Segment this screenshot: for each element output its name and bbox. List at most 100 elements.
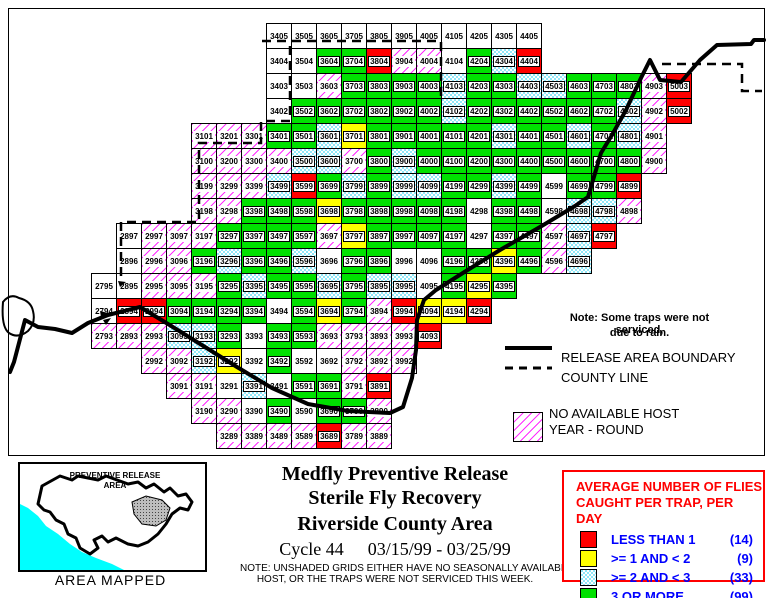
grid-cell-4801: 4801: [616, 123, 642, 149]
grid-cell-label: 3400: [268, 155, 290, 167]
grid-cell-4701: 4701: [591, 123, 617, 149]
grid-cell-3996: 3996: [391, 248, 417, 274]
grid-cell-label: 3601: [318, 130, 340, 142]
grid-cell-4305: 4305: [491, 23, 517, 49]
grid-cell-3701: 3701: [341, 123, 367, 149]
grid-cell-label: 3596: [293, 255, 315, 267]
grid-cell-3905: 3905: [391, 23, 417, 49]
grid-cell-3893: 3893: [366, 323, 392, 349]
grid-cell-label: 3193: [193, 330, 215, 342]
grid-cell-4202: 4202: [466, 98, 492, 124]
grid-cell-4095: 4095: [416, 273, 442, 299]
grid-cell-4799: 4799: [591, 173, 617, 199]
grid-cell-4699: 4699: [566, 173, 592, 199]
grid-cell-3601: 3601: [316, 123, 342, 149]
grid-cell-2793: 2793: [91, 323, 117, 349]
grid-cell-3997: 3997: [391, 223, 417, 249]
grid-cell-label: 3697: [318, 230, 340, 242]
grid-cell-label: 3690: [318, 405, 340, 417]
grid-cell-3502: 3502: [291, 98, 317, 124]
grid-cell-3402: 3402: [266, 98, 292, 124]
grid-cell-label: 3291: [218, 380, 240, 392]
grid-cell-3094: 3094: [166, 298, 192, 324]
legend-swatch: [580, 530, 597, 548]
grid-cell-label: 3503: [293, 80, 315, 92]
ocean-shape: [20, 504, 124, 570]
grid-cell-3295: 3295: [216, 273, 242, 299]
grid-cell-label: 3394: [243, 305, 265, 317]
grid-cell-label: 3898: [368, 205, 390, 217]
grid-cell-label: 3296: [218, 255, 240, 267]
grid-cell-label: 3897: [368, 230, 390, 242]
grid-cell-label: 3594: [293, 305, 315, 317]
grid-cell-3096: 3096: [166, 248, 192, 274]
grid-cell-label: 4596: [543, 255, 565, 267]
grid-cell-label: 4702: [593, 105, 615, 117]
grid-cell-label: 2794: [93, 305, 115, 317]
grid-cell-3894: 3894: [366, 298, 392, 324]
grid-cell-label: 4197: [443, 230, 465, 242]
flies-legend-items: LESS THAN 1 (14) >= 1 AND < 2 (9) >= 2 AND <…: [564, 530, 763, 598]
grid-cell-3898: 3898: [366, 198, 392, 224]
grid-cell-label: 4196: [443, 255, 465, 267]
grid-cell-label: 3603: [318, 80, 340, 92]
grid-cell-4397: 4397: [491, 223, 517, 249]
grid-cell-label: 4701: [593, 130, 615, 142]
grid-cell-3599: 3599: [291, 173, 317, 199]
grid-cell-4700: 4700: [591, 148, 617, 174]
grid-cell-label: 3891: [368, 380, 390, 392]
grid-cell-label: 4698: [568, 205, 590, 217]
grid-cell-label: 3293: [218, 330, 240, 342]
grid-cell-4501: 4501: [541, 123, 567, 149]
grid-cell-label: 3094: [168, 305, 190, 317]
grid-cell-3289: 3289: [216, 423, 242, 449]
grid-cell-3693: 3693: [316, 323, 342, 349]
grid-cell-4802: 4802: [616, 98, 642, 124]
grid-cell-3493: 3493: [266, 323, 292, 349]
grid-cell-4596: 4596: [541, 248, 567, 274]
grid-cell-label: 3491: [268, 380, 290, 392]
grid-cell-label: 4597: [543, 230, 565, 242]
grid-cell-label: 3292: [218, 355, 240, 367]
grid-cell-label: 4403: [518, 80, 540, 92]
grid-cell-4400: 4400: [516, 148, 542, 174]
grid-cell-4301: 4301: [491, 123, 517, 149]
grid-cell-label: 3100: [193, 155, 215, 167]
grid-cell-3689: 3689: [316, 423, 342, 449]
grid-cell-label: 4404: [518, 55, 540, 67]
grid-cell-3897: 3897: [366, 223, 392, 249]
grid-cell-label: 3896: [368, 255, 390, 267]
grid-cell-label: 3093: [168, 330, 190, 342]
grid-cell-label: 4802: [618, 105, 640, 117]
grid-cell-label: 3905: [393, 30, 415, 42]
grid-cell-3591: 3591: [291, 373, 317, 399]
grid-cell-label: 3190: [193, 405, 215, 417]
grid-cell-label: 3493: [268, 330, 290, 342]
grid-cell-label: 4094: [418, 305, 440, 317]
grid-cell-label: 4399: [493, 180, 515, 192]
legend-item-3-or-more: 3 OR MORE (99): [580, 587, 753, 598]
grid-cell-4199: 4199: [441, 173, 467, 199]
grid-cell-3895: 3895: [366, 273, 392, 299]
cycle-dates: 03/15/99 - 03/25/99: [367, 539, 511, 559]
legend-item-label: >= 1 AND < 2: [611, 550, 691, 566]
grid-cell-4803: 4803: [616, 73, 642, 99]
grid-cell-5003: 5003: [666, 73, 692, 99]
grid-cell-label: 3198: [193, 205, 215, 217]
grid-cell-label: 4800: [618, 155, 640, 167]
grid-cell-4201: 4201: [466, 123, 492, 149]
grid-cell-3404: 3404: [266, 48, 292, 74]
grid-cell-3201: 3201: [216, 123, 242, 149]
grid-cell-label: 2996: [143, 255, 165, 267]
grid-cell-4398: 4398: [491, 198, 517, 224]
grid-cell-4502: 4502: [541, 98, 567, 124]
grid-cell-label: 4400: [518, 155, 540, 167]
grid-cell-label: 3705: [343, 30, 365, 42]
grid-cell-4296: 4296: [466, 248, 492, 274]
grid-cell-3392: 3392: [241, 348, 267, 374]
grid-cell-label: 2893: [118, 330, 140, 342]
grid-cell-4499: 4499: [516, 173, 542, 199]
grid-cell-label: 4300: [493, 155, 515, 167]
grid-cell-3590: 3590: [291, 398, 317, 424]
grid-cell-label: 3904: [393, 55, 415, 67]
